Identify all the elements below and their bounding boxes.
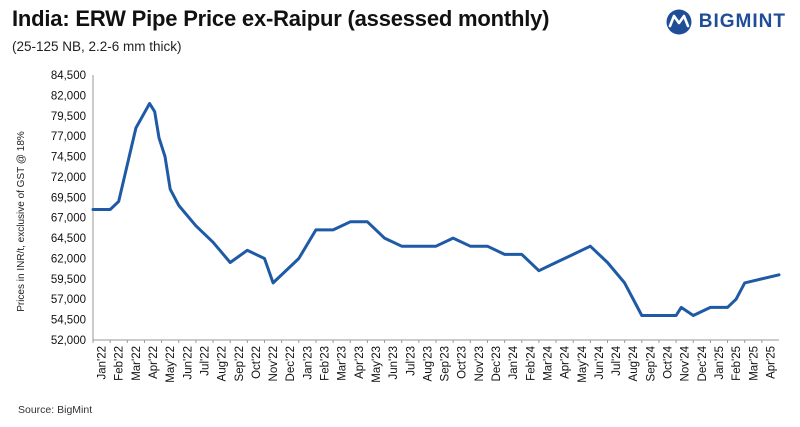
chart-title: India: ERW Pipe Price ex-Raipur (assesse… <box>12 6 550 31</box>
x-tick-label: Sep'23 <box>440 346 452 381</box>
x-tick-label: Oct'22 <box>251 346 263 379</box>
y-tick-label: 77,000 <box>51 131 86 143</box>
bigmint-logo-icon <box>666 9 692 35</box>
x-tick-label: May'24 <box>577 345 589 382</box>
x-tick-label: Jun'23 <box>388 346 400 380</box>
source-note: Source: BigMint <box>18 404 93 416</box>
x-tick-label: Jul'24 <box>611 345 623 375</box>
y-tick-label: 79,500 <box>51 111 86 123</box>
price-series-line <box>91 102 781 317</box>
x-tick-label: Jul'22 <box>199 346 211 376</box>
y-tick-label: 54,500 <box>51 315 86 327</box>
chart-subtitle: (25-125 NB, 2.2-6 mm thick) <box>12 39 182 54</box>
y-axis-title: Prices in INR/t, exclusive of GST @ 18% <box>16 131 27 312</box>
x-tick-label: Jan'24 <box>508 345 520 379</box>
x-tick-label: Feb'23 <box>320 346 332 381</box>
y-tick-label: 52,000 <box>51 335 86 347</box>
series-layer <box>91 102 781 317</box>
x-tick-label: Oct'24 <box>663 345 675 378</box>
x-tick-label: Dec'24 <box>697 345 709 381</box>
x-tick-label: Oct'23 <box>457 346 469 379</box>
x-tick-label: Mar'24 <box>542 345 554 380</box>
x-tick-label: Jun'24 <box>594 345 606 379</box>
y-tick-label: 67,000 <box>51 213 86 225</box>
x-tick-label: May'22 <box>165 346 177 383</box>
x-tick-label: Nov'24 <box>680 345 692 381</box>
brand-logo: BIGMINT <box>665 8 786 36</box>
y-tick-label: 64,500 <box>51 233 86 245</box>
y-tick-label: 57,000 <box>51 294 86 306</box>
x-tick-label: Mar'25 <box>748 346 760 381</box>
x-tick-label: Sep'24 <box>645 345 657 381</box>
y-tick-label: 82,000 <box>51 90 86 102</box>
y-tick-label: 74,500 <box>51 152 86 164</box>
x-tick-label: Feb'22 <box>114 346 126 381</box>
y-tick-label: 59,500 <box>51 274 86 286</box>
y-tick-label: 84,500 <box>51 70 86 82</box>
y-tick-labels: 52,000 54,500 57,000 59,500 62,000 64,500 67,0… <box>51 70 86 347</box>
x-tick-label: Mar'23 <box>337 346 349 381</box>
x-tick-label: Jul'23 <box>405 346 417 376</box>
x-tick-label: Apr'24 <box>560 345 572 378</box>
x-tick-label: Aug'23 <box>422 346 434 381</box>
x-tick-label: Jan'22 <box>97 346 109 380</box>
x-tick-label: Apr'23 <box>354 346 366 379</box>
x-tick-label: Feb'25 <box>731 346 743 381</box>
x-tick-label: Apr'25 <box>765 346 777 379</box>
y-tick-label: 72,000 <box>51 172 86 184</box>
x-tick-label: Feb'24 <box>525 345 537 380</box>
x-tick-label: Nov'22 <box>268 346 280 381</box>
x-tick-label: Jan'25 <box>714 346 726 380</box>
x-tick-label: Dec'22 <box>285 346 297 381</box>
x-tick-label: Aug'22 <box>217 346 229 381</box>
axes-layer <box>92 75 779 341</box>
x-tick-labels: Jan'22 Feb'22 Mar'22 Apr'22 May'22 Jun'22 Jul'… <box>92 340 777 383</box>
x-tick-label: Apr'22 <box>148 346 160 379</box>
brand-name: BIGMINT <box>698 11 786 32</box>
x-tick-label: May'23 <box>371 346 383 383</box>
x-tick-label: Nov'23 <box>474 346 486 381</box>
y-tick-label: 62,000 <box>51 253 86 265</box>
x-tick-label: Jan'23 <box>302 346 314 380</box>
x-tick-label: Dec'23 <box>491 346 503 381</box>
x-tick-label: Aug'24 <box>628 345 640 381</box>
x-tick-label: Jun'22 <box>182 346 194 380</box>
x-tick-label: Mar'22 <box>131 346 143 381</box>
y-tick-label: 69,500 <box>51 192 86 204</box>
x-tick-label: Sep'22 <box>234 346 246 381</box>
